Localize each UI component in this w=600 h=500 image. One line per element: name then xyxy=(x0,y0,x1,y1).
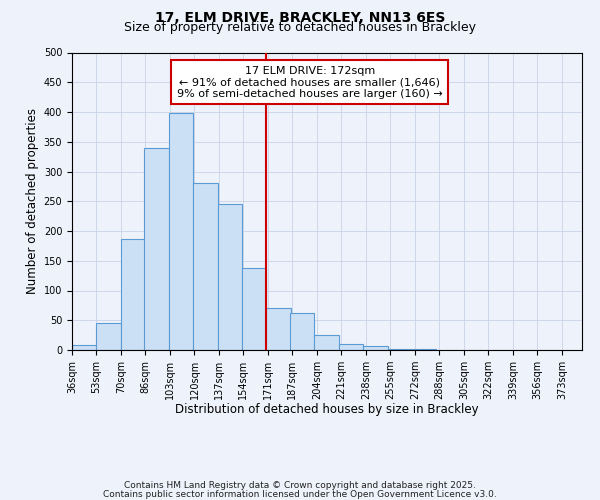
Text: Size of property relative to detached houses in Brackley: Size of property relative to detached ho… xyxy=(124,22,476,35)
Text: 17, ELM DRIVE, BRACKLEY, NN13 6ES: 17, ELM DRIVE, BRACKLEY, NN13 6ES xyxy=(155,11,445,25)
Text: Contains HM Land Registry data © Crown copyright and database right 2025.: Contains HM Land Registry data © Crown c… xyxy=(124,481,476,490)
Bar xyxy=(314,335,338,350)
Bar xyxy=(388,349,412,350)
Bar xyxy=(242,268,266,350)
Bar xyxy=(97,322,121,350)
Bar xyxy=(218,204,242,350)
Bar xyxy=(266,308,291,350)
Bar xyxy=(290,313,314,350)
Bar xyxy=(144,148,169,350)
Bar xyxy=(169,113,193,350)
Y-axis label: Number of detached properties: Number of detached properties xyxy=(26,108,40,294)
Bar xyxy=(121,240,145,350)
Bar xyxy=(193,184,218,350)
X-axis label: Distribution of detached houses by size in Brackley: Distribution of detached houses by size … xyxy=(175,404,479,416)
Text: 17 ELM DRIVE: 172sqm
← 91% of detached houses are smaller (1,646)
9% of semi-det: 17 ELM DRIVE: 172sqm ← 91% of detached h… xyxy=(177,66,443,99)
Bar xyxy=(338,344,363,350)
Text: Contains public sector information licensed under the Open Government Licence v3: Contains public sector information licen… xyxy=(103,490,497,499)
Bar xyxy=(72,345,97,350)
Bar xyxy=(363,346,388,350)
